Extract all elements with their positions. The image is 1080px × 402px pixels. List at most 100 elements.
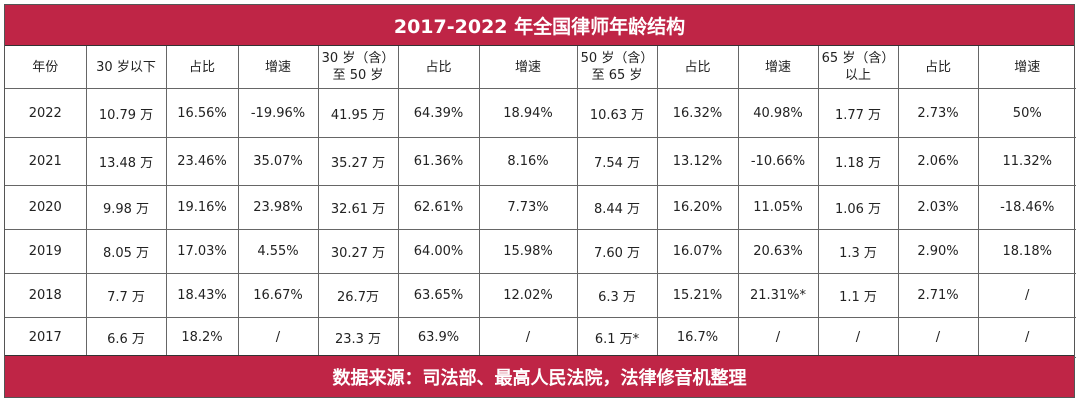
table-cell: 30.27 万 (317, 229, 399, 274)
table-cell: 18.18% (977, 229, 1076, 274)
table-cell: / (977, 317, 1076, 358)
table-row: 2021 13.48 万 23.46% 35.07% 35.27 万 61.36% 8.16… (5, 137, 1076, 186)
table-cell: 4.55% (237, 229, 319, 274)
header-year: 年份 (5, 46, 87, 89)
table-cell: 41.95 万 (317, 88, 399, 138)
table-cell: 11.05% (737, 185, 819, 230)
table-cell: 1.18 万 (817, 137, 899, 186)
table-cell: 11.32% (977, 137, 1076, 186)
year-cell: 2021 (5, 137, 87, 186)
table-cell: 2.06% (897, 137, 979, 186)
header-65-plus: 65 岁（含） 以上 (817, 46, 899, 89)
table-cell: / (237, 317, 319, 358)
table-cell: 1.06 万 (817, 185, 899, 230)
table-cell: 1.3 万 (817, 229, 899, 274)
table-cell: 8.05 万 (85, 229, 167, 274)
table-cell: 64.39% (397, 88, 480, 138)
table-card: 2017-2022 年全国律师年龄结构 年份 30 岁以下 占比 增速 30 岁… (4, 4, 1076, 398)
table-cell: 16.20% (656, 185, 739, 230)
table-cell: 61.36% (397, 137, 480, 186)
table-cell: 35.27 万 (317, 137, 399, 186)
table-cell: 18.43% (165, 273, 239, 318)
table-cell: 63.9% (397, 317, 480, 358)
table-row: 2019 8.05 万 17.03% 4.55% 30.27 万 64.00% 15.98%… (5, 229, 1076, 274)
table-cell: 19.16% (165, 185, 239, 230)
table-cell: 17.03% (165, 229, 239, 274)
table-cell: 2.71% (897, 273, 979, 318)
table-cell: / (977, 273, 1076, 318)
header-growth: 增速 (237, 46, 319, 89)
table-cell: 6.6 万 (85, 317, 167, 358)
table-cell: 9.98 万 (85, 185, 167, 230)
header-growth: 增速 (977, 46, 1076, 89)
table-cell: 16.56% (165, 88, 239, 138)
year-cell: 2018 (5, 273, 87, 318)
table-cell: 64.00% (397, 229, 480, 274)
table-cell: / (817, 317, 899, 358)
table-cell: 40.98% (737, 88, 819, 138)
table-cell: 23.3 万 (317, 317, 399, 358)
table-cell: 1.1 万 (817, 273, 899, 318)
table-cell: 2.03% (897, 185, 979, 230)
table-cell: 21.31%* (737, 273, 819, 318)
table-cell: 1.77 万 (817, 88, 899, 138)
table-cell: 7.7 万 (85, 273, 167, 318)
table-cell: 8.16% (478, 137, 578, 186)
table-cell: 7.73% (478, 185, 578, 230)
source-footer: 数据来源：司法部、最高人民法院，法律修音机整理 (5, 355, 1074, 397)
header-share: 占比 (656, 46, 739, 89)
table-cell: 7.60 万 (576, 229, 658, 274)
header-growth: 增速 (737, 46, 819, 89)
table-cell: 2.90% (897, 229, 979, 274)
table-cell: 35.07% (237, 137, 319, 186)
table-cell: 23.46% (165, 137, 239, 186)
header-30-to-50: 30 岁（含）至 50 岁 (317, 46, 399, 89)
table-cell: 2.73% (897, 88, 979, 138)
table-cell: 15.21% (656, 273, 739, 318)
table-cell: 6.1 万* (576, 317, 658, 358)
age-structure-table: 年份 30 岁以下 占比 增速 30 岁（含）至 50 岁 占比 增速 50 岁… (5, 46, 1076, 358)
table-cell: 13.48 万 (85, 137, 167, 186)
table-cell: -10.66% (737, 137, 819, 186)
table-cell: -19.96% (237, 88, 319, 138)
table-cell: 8.44 万 (576, 185, 658, 230)
header-share: 占比 (897, 46, 979, 89)
header-row: 年份 30 岁以下 占比 增速 30 岁（含）至 50 岁 占比 增速 50 岁… (5, 46, 1076, 89)
table-cell: 18.2% (165, 317, 239, 358)
year-cell: 2020 (5, 185, 87, 230)
year-cell: 2017 (5, 317, 87, 358)
table-cell: 20.63% (737, 229, 819, 274)
table-title: 2017-2022 年全国律师年龄结构 (5, 5, 1074, 46)
table-cell: -18.46% (977, 185, 1076, 230)
year-cell: 2022 (5, 88, 87, 138)
table-cell: / (897, 317, 979, 358)
header-share: 占比 (165, 46, 239, 89)
table-row: 2018 7.7 万 18.43% 16.67% 26.7万 63.65% 12.02% 6.… (5, 273, 1076, 318)
table-cell: 32.61 万 (317, 185, 399, 230)
table-cell: 16.7% (656, 317, 739, 358)
table-cell: 23.98% (237, 185, 319, 230)
table-row: 2022 10.79 万 16.56% -19.96% 41.95 万 64.39% 18.… (5, 88, 1076, 138)
table-cell: 18.94% (478, 88, 578, 138)
table-row: 2017 6.6 万 18.2%/23.3 万 63.9%/6.1 万* 16.7% / /… (5, 317, 1076, 358)
table-cell: 7.54 万 (576, 137, 658, 186)
header-growth: 增速 (478, 46, 578, 89)
table-row: 2020 9.98 万 19.16% 23.98% 32.61 万 62.61% 7.73%… (5, 185, 1076, 230)
table-cell: / (478, 317, 578, 358)
table-cell: 16.07% (656, 229, 739, 274)
table-cell: 12.02% (478, 273, 578, 318)
table-cell: 13.12% (656, 137, 739, 186)
table-cell: 26.7万 (317, 273, 399, 318)
table-cell: 16.32% (656, 88, 739, 138)
header-share: 占比 (397, 46, 480, 89)
year-cell: 2019 (5, 229, 87, 274)
table-cell: 50% (977, 88, 1076, 138)
table-cell: 63.65% (397, 273, 480, 318)
table-cell: 10.79 万 (85, 88, 167, 138)
header-under-30: 30 岁以下 (85, 46, 167, 89)
table-cell: 10.63 万 (576, 88, 658, 138)
table-cell: 62.61% (397, 185, 480, 230)
table-cell: 6.3 万 (576, 273, 658, 318)
table-cell: 15.98% (478, 229, 578, 274)
table-cell: / (737, 317, 819, 358)
